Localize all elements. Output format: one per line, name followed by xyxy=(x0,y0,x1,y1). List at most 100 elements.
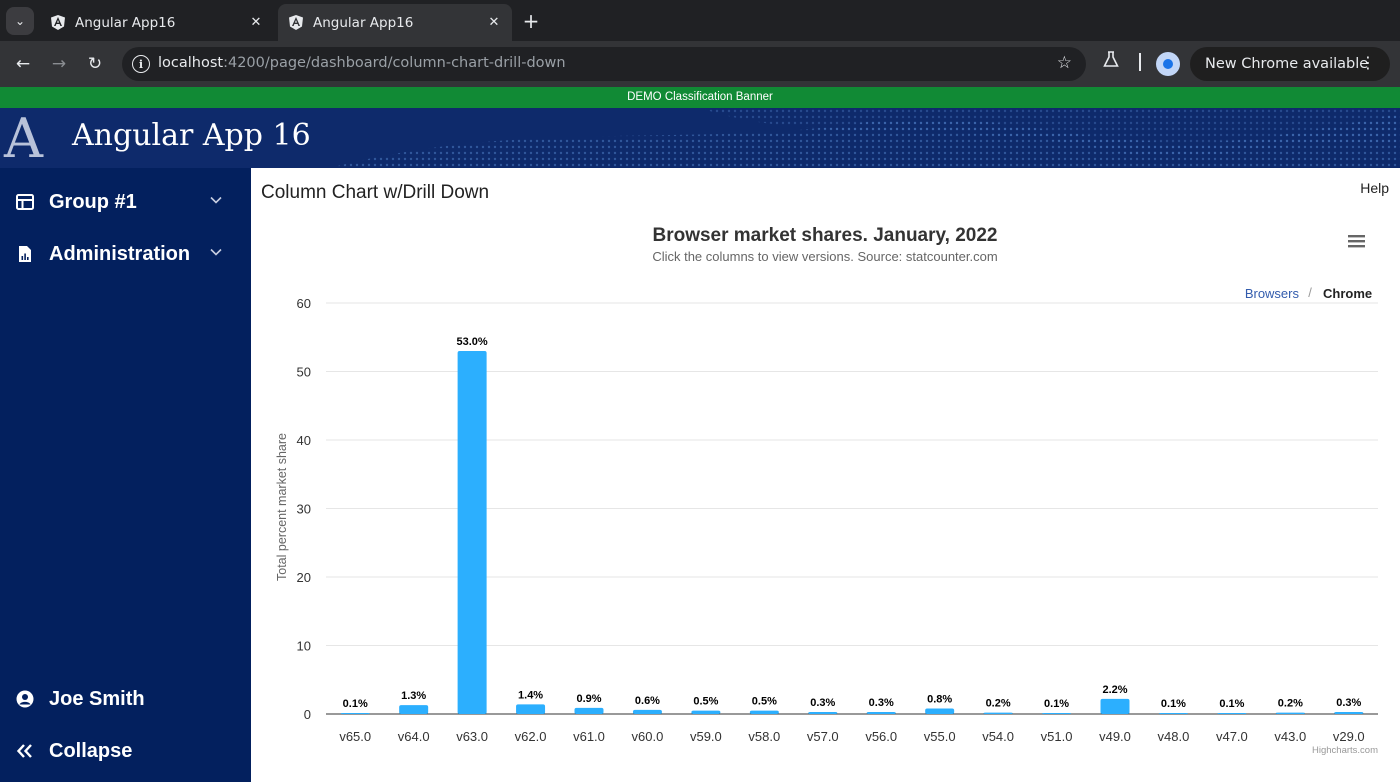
y-axis-title: Total percent market share xyxy=(275,433,289,581)
bar-v63.0[interactable] xyxy=(457,350,487,714)
data-label: 0.5% xyxy=(752,696,777,708)
data-label: 53.0% xyxy=(457,336,488,348)
bar-v54.0[interactable] xyxy=(983,712,1013,714)
chart-subtitle: Click the columns to view versions. Sour… xyxy=(652,249,997,264)
tab-search-button[interactable]: ⌄ xyxy=(6,7,34,35)
browser-toolbar: ← → ↻ i localhost:4200/page/dashboard/co… xyxy=(0,41,1400,87)
data-label: 0.3% xyxy=(810,697,835,709)
reload-button[interactable]: ↻ xyxy=(81,50,109,78)
bar-v65.0[interactable] xyxy=(340,713,370,714)
new-chrome-label: New Chrome available xyxy=(1205,56,1369,72)
app-logo[interactable]: A xyxy=(4,108,43,168)
close-icon[interactable]: ✕ xyxy=(488,15,500,30)
x-tick-label: v56.0 xyxy=(865,729,897,744)
url-text[interactable]: localhost:4200/page/dashboard/column-cha… xyxy=(158,55,566,71)
kebab-menu-icon[interactable]: ⋮ xyxy=(1360,53,1376,72)
data-label: 0.2% xyxy=(986,698,1011,710)
data-label: 0.5% xyxy=(693,696,718,708)
bar-v60.0[interactable] xyxy=(632,709,662,714)
new-chrome-available-button[interactable]: New Chrome available ⋮ xyxy=(1190,47,1390,81)
x-tick-label: v51.0 xyxy=(1041,729,1073,744)
bar-v51.0[interactable] xyxy=(1042,713,1072,714)
angular-favicon-icon xyxy=(288,15,304,31)
back-button[interactable]: ← xyxy=(9,50,37,78)
bar-v61.0[interactable] xyxy=(574,707,604,714)
sidebar-item-group-1[interactable]: Group #1 xyxy=(0,182,251,222)
data-label: 0.1% xyxy=(1044,698,1069,710)
bar-v62.0[interactable] xyxy=(516,704,546,714)
arrow-left-icon: ← xyxy=(15,54,31,74)
classification-banner: DEMO Classification Banner xyxy=(0,87,1400,108)
x-tick-label: v65.0 xyxy=(339,729,371,744)
sidebar-item-label: Group #1 xyxy=(49,190,137,213)
bar-v49.0[interactable] xyxy=(1100,698,1130,714)
bar-v57.0[interactable] xyxy=(808,711,838,714)
bar-v64.0[interactable] xyxy=(399,705,429,714)
data-label: 1.4% xyxy=(518,689,543,701)
data-label: 0.1% xyxy=(343,698,368,710)
x-tick-label: v49.0 xyxy=(1099,729,1131,744)
sidebar-item-administration[interactable]: Administration xyxy=(0,234,251,274)
help-link[interactable]: Help xyxy=(1360,180,1389,196)
tab-title: Angular App16 xyxy=(313,14,414,31)
dashboard-icon xyxy=(16,194,34,210)
bar-v55.0[interactable] xyxy=(925,708,955,714)
data-label: 0.9% xyxy=(576,693,601,705)
url-host: localhost xyxy=(158,55,224,71)
x-tick-label: v60.0 xyxy=(632,729,664,744)
bar-v58.0[interactable] xyxy=(749,710,779,714)
page-title: Column Chart w/Drill Down xyxy=(261,182,490,203)
arrow-right-icon: → xyxy=(51,54,67,74)
address-bar[interactable]: i localhost:4200/page/dashboard/column-c… xyxy=(122,47,1086,81)
bar-v43.0[interactable] xyxy=(1275,712,1305,714)
angular-favicon-icon xyxy=(50,15,66,31)
x-tick-label: v54.0 xyxy=(982,729,1014,744)
data-label: 0.6% xyxy=(635,695,660,707)
chevron-down-icon xyxy=(210,196,222,204)
app-title[interactable]: Angular App 16 xyxy=(72,118,311,153)
y-tick-label: 30 xyxy=(297,502,311,517)
bar-v59.0[interactable] xyxy=(691,710,721,714)
x-tick-label: v55.0 xyxy=(924,729,956,744)
close-icon[interactable]: ✕ xyxy=(250,15,262,30)
data-label: 1.3% xyxy=(401,690,426,702)
reload-icon: ↻ xyxy=(87,54,103,74)
y-tick-label: 40 xyxy=(297,433,311,448)
x-tick-label: v43.0 xyxy=(1274,729,1306,744)
browser-tab[interactable]: Angular App16 ✕ xyxy=(40,4,274,41)
labs-flask-icon[interactable] xyxy=(1103,51,1119,72)
double-chevron-left-icon xyxy=(16,744,32,758)
y-tick-label: 0 xyxy=(304,707,311,722)
x-tick-label: v57.0 xyxy=(807,729,839,744)
sidebar-item-label: Administration xyxy=(49,242,191,265)
chart-title: Browser market shares. January, 2022 xyxy=(652,225,997,246)
y-tick-label: 50 xyxy=(297,365,311,380)
data-label: 0.1% xyxy=(1161,698,1186,710)
header-waves-decoration xyxy=(330,108,1400,168)
collapse-label: Collapse xyxy=(49,739,133,762)
site-info-icon[interactable]: i xyxy=(132,55,150,73)
browser-tab-active[interactable]: Angular App16 ✕ xyxy=(278,4,512,41)
breadcrumb-browsers[interactable]: Browsers xyxy=(1245,286,1300,301)
bar-v48.0[interactable] xyxy=(1158,713,1188,714)
chart-bars xyxy=(340,350,1364,714)
collapse-button[interactable]: Collapse xyxy=(0,731,251,771)
profile-avatar-icon[interactable] xyxy=(1156,52,1180,76)
chart-credits[interactable]: Highcharts.com xyxy=(1312,745,1378,756)
data-label: 0.3% xyxy=(1336,697,1361,709)
y-tick-label: 10 xyxy=(297,639,311,654)
chevron-down-icon: ⌄ xyxy=(14,14,26,28)
user-name: Joe Smith xyxy=(49,687,145,710)
x-tick-label: v29.0 xyxy=(1333,729,1365,744)
bar-v56.0[interactable] xyxy=(866,711,896,714)
chevron-down-icon xyxy=(210,248,222,256)
x-tick-label: v62.0 xyxy=(515,729,547,744)
bar-v47.0[interactable] xyxy=(1217,713,1247,714)
bookmark-star-icon[interactable]: ☆ xyxy=(1056,53,1072,73)
new-tab-button[interactable]: + xyxy=(519,9,543,33)
forward-button[interactable]: → xyxy=(45,50,73,78)
x-tick-label: v47.0 xyxy=(1216,729,1248,744)
bar-v29.0[interactable] xyxy=(1334,711,1364,714)
sidebar-user-joe-smith[interactable]: Joe Smith xyxy=(0,679,251,719)
chart-export-menu-icon[interactable] xyxy=(1345,234,1367,252)
